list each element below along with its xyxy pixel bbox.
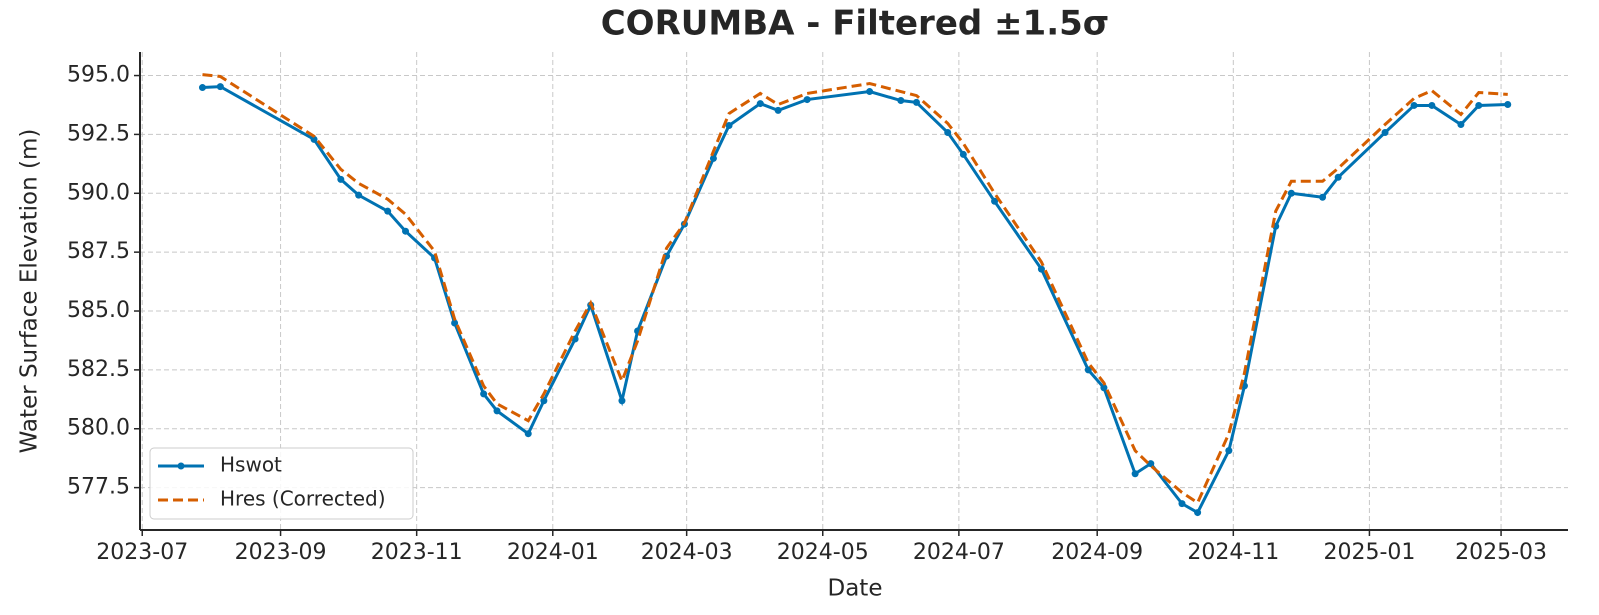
data-point (897, 97, 905, 105)
y-tick-label: 592.5 (67, 121, 130, 146)
data-point (337, 175, 345, 183)
x-tick-label: 2024-05 (777, 540, 869, 565)
y-tick-label: 577.5 (67, 475, 130, 500)
x-tick-label: 2024-01 (507, 540, 599, 565)
y-tick-label: 595.0 (67, 63, 130, 88)
x-tick-label: 2025-01 (1323, 540, 1415, 565)
data-point (216, 83, 224, 91)
x-tick-label: 2024-03 (641, 540, 733, 565)
x-tick-label: 2024-07 (913, 540, 1005, 565)
data-point (803, 96, 811, 104)
data-point (618, 397, 626, 405)
data-point (402, 227, 410, 235)
x-tick-label: 2024-11 (1187, 540, 1279, 565)
y-tick-label: 580.0 (67, 416, 130, 441)
data-point (1319, 193, 1327, 201)
data-point (1381, 129, 1389, 137)
data-point (725, 121, 733, 129)
x-axis-label: Date (828, 576, 883, 602)
legend: Hswot Hres (Corrected) (149, 447, 414, 520)
data-point (1194, 509, 1202, 517)
data-point (1178, 500, 1186, 508)
data-point (944, 129, 952, 137)
data-point (1475, 101, 1483, 109)
legend-marker (177, 462, 185, 470)
data-point (384, 207, 392, 215)
legend-label: Hswot (220, 453, 282, 477)
data-point (1147, 460, 1155, 468)
data-point (709, 154, 717, 162)
data-point (198, 84, 206, 92)
data-point (451, 319, 459, 327)
x-tick-label: 2025-03 (1455, 540, 1547, 565)
data-point (493, 407, 501, 415)
data-point (1457, 121, 1465, 129)
y-tick-label: 582.5 (67, 357, 130, 382)
x-tick-label: 2023-11 (371, 540, 463, 565)
data-point (991, 197, 999, 205)
x-tick-label: 2024-09 (1051, 540, 1143, 565)
data-point (774, 106, 782, 114)
data-point (1037, 265, 1045, 273)
data-point (756, 100, 764, 108)
data-point (912, 98, 920, 106)
data-point (1428, 101, 1436, 109)
x-tick-label: 2023-07 (96, 540, 188, 565)
legend-label: Hres (Corrected) (220, 487, 386, 511)
data-point (1225, 447, 1233, 455)
y-tick-label: 587.5 (67, 239, 130, 264)
data-point (1504, 101, 1512, 109)
x-tick-label: 2023-09 (235, 540, 327, 565)
data-point (480, 390, 488, 398)
data-point (310, 135, 318, 143)
y-tick-label: 590.0 (67, 180, 130, 205)
data-point (355, 191, 363, 199)
series-line (202, 73, 1508, 505)
legend-box (149, 447, 414, 520)
data-point (1334, 173, 1342, 181)
data-point (1084, 366, 1092, 374)
data-point (959, 150, 967, 158)
chart-title: CORUMBA - Filtered ±1.5σ (601, 4, 1110, 44)
data-point (1131, 470, 1139, 478)
data-point (1100, 384, 1108, 392)
data-point (866, 88, 874, 96)
data-point (524, 430, 532, 438)
y-axis-label: Water Surface Elevation (m) (17, 129, 43, 454)
y-tick-label: 585.0 (67, 298, 130, 323)
data-point (1287, 189, 1295, 197)
data-point (1410, 101, 1418, 109)
